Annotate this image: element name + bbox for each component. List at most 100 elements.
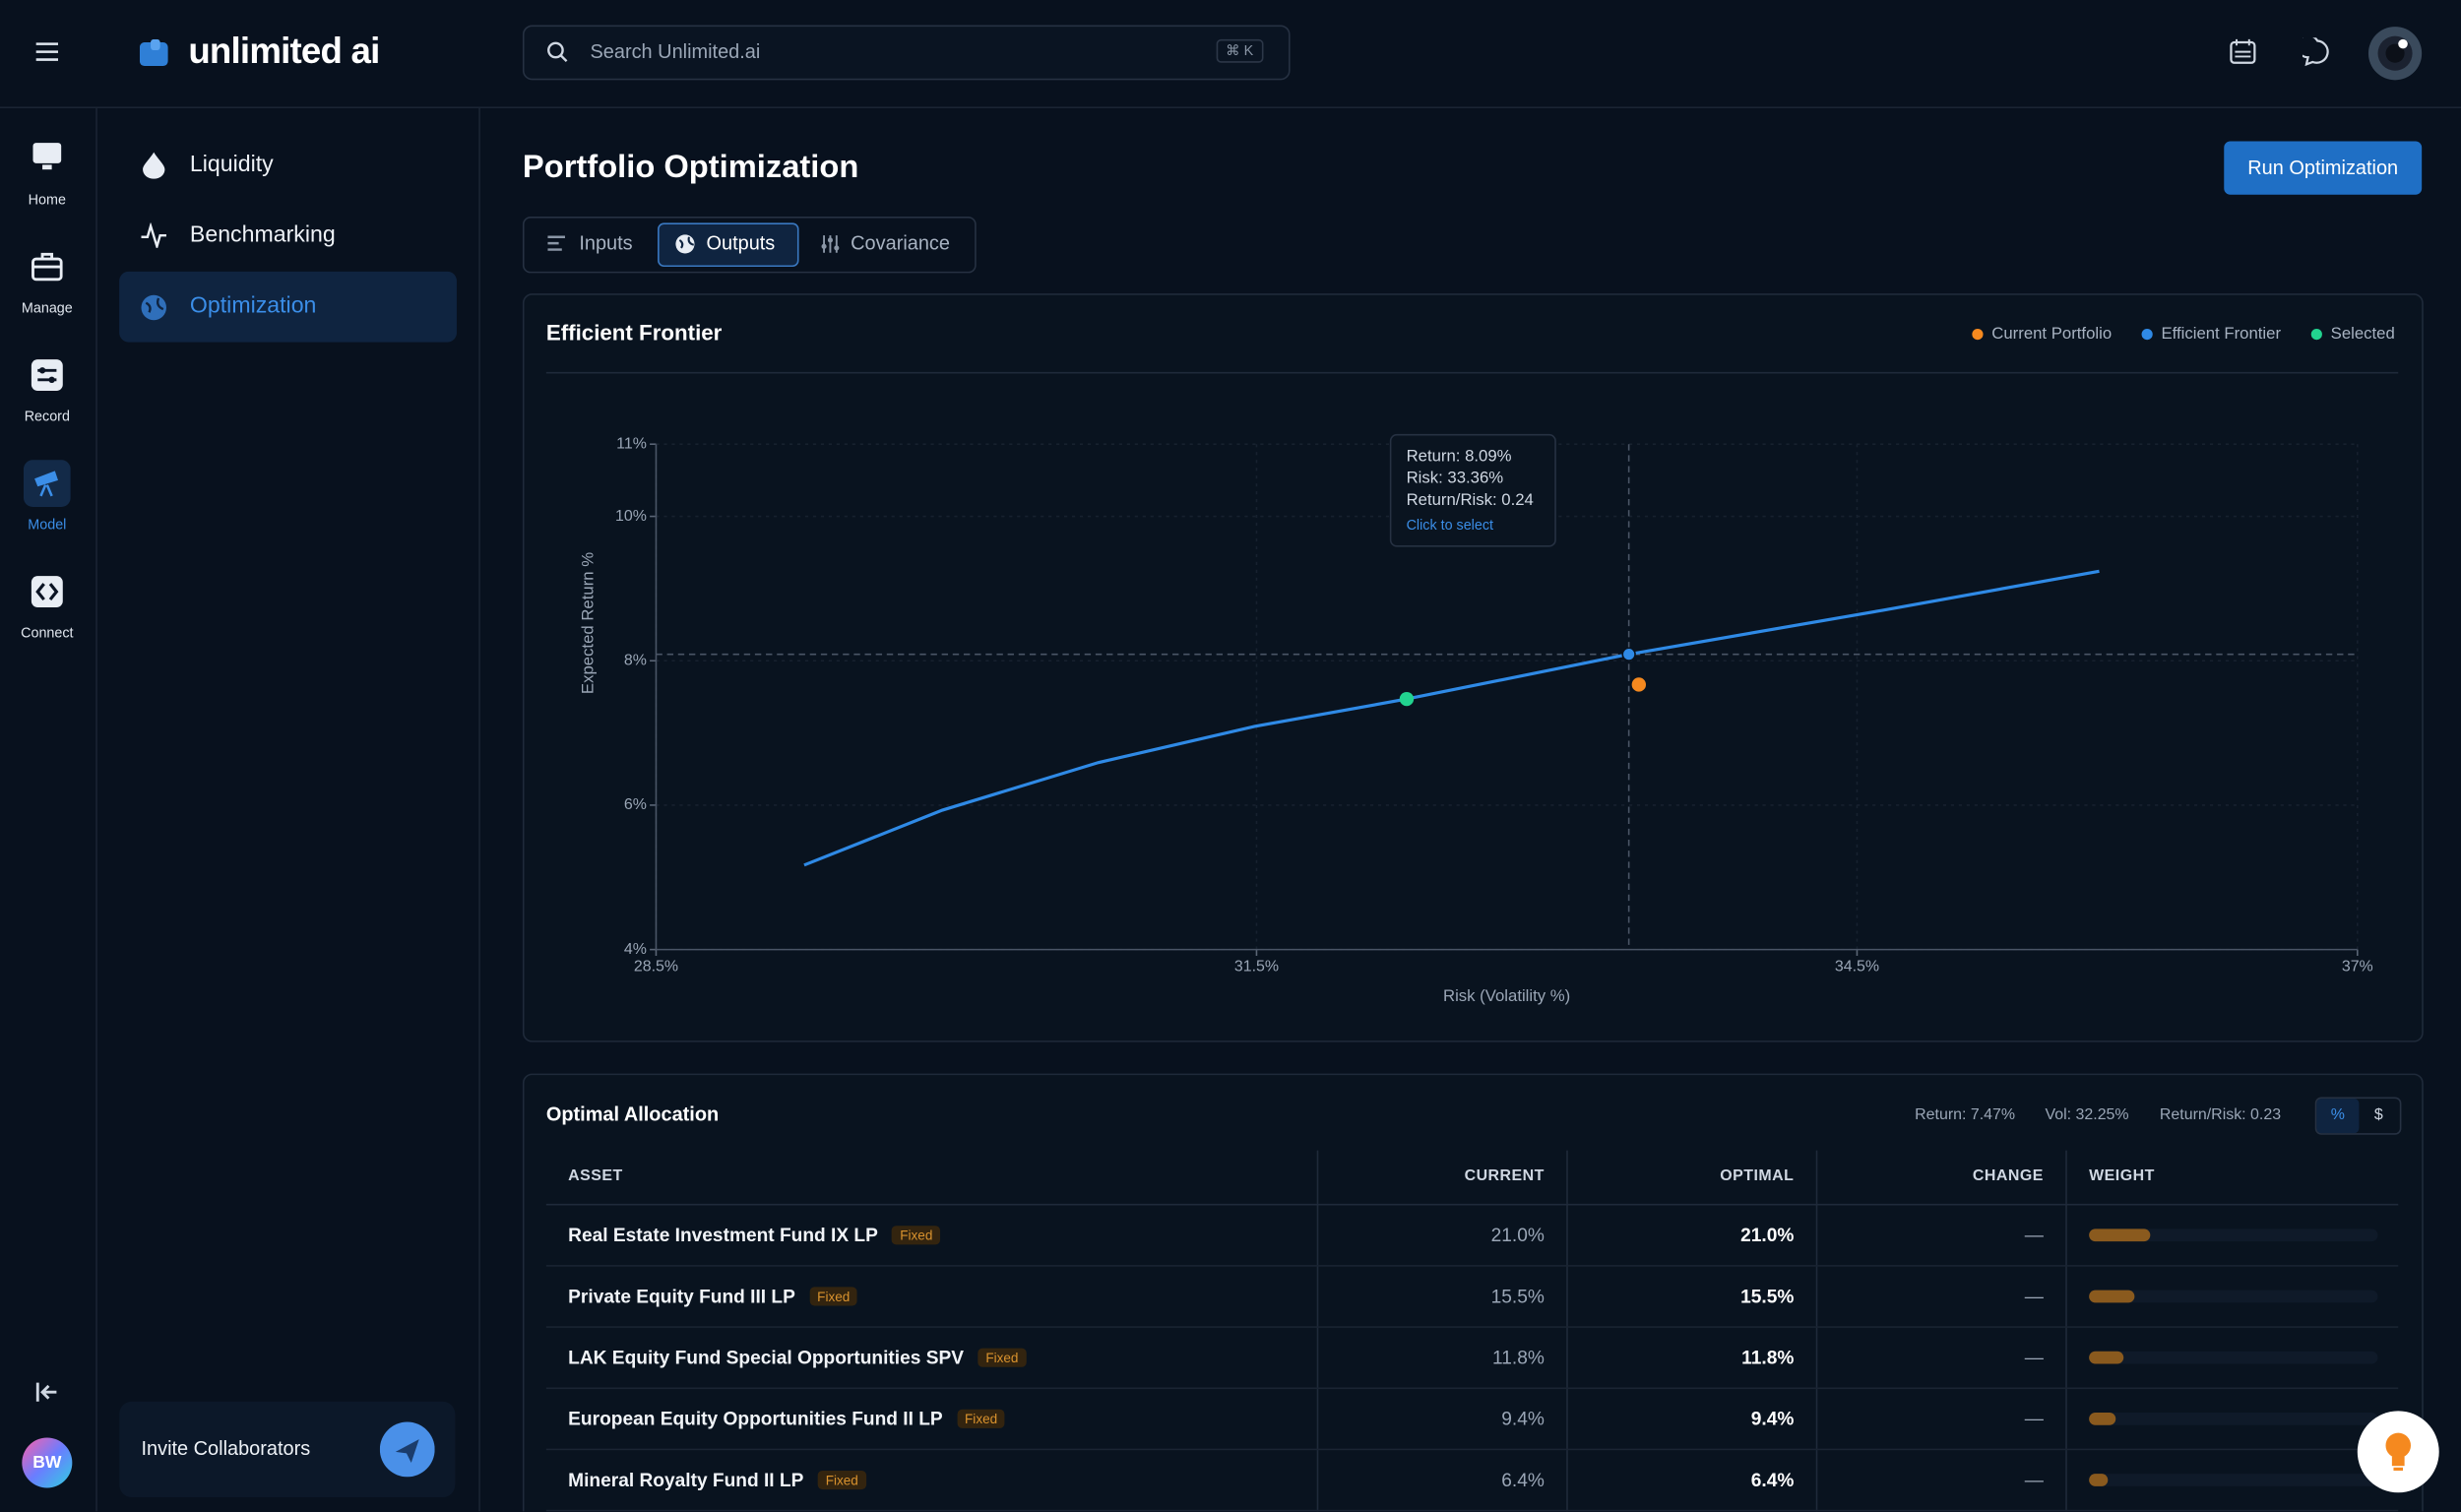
y-tick-label: 8% (624, 652, 647, 668)
weight-track (2089, 1412, 2378, 1425)
tooltip-hint: Click to select (1407, 518, 1493, 534)
search-box[interactable] (522, 25, 1291, 81)
asset-name: European Equity Opportunities Fund II LP (568, 1408, 943, 1430)
inputs-icon[interactable] (546, 234, 567, 253)
connect-icon[interactable] (30, 575, 64, 609)
change-value: — (2024, 1408, 2044, 1430)
menu-icon[interactable] (34, 40, 60, 62)
legend-label: Current Portfolio (1991, 324, 2112, 343)
frontier-line (803, 569, 2100, 867)
tooltip-line: Risk: 33.36% (1407, 469, 1504, 487)
nav-item[interactable]: Benchmarking (189, 222, 336, 248)
rail-label[interactable]: Record (24, 408, 70, 424)
asset-name: Mineral Royalty Fund II LP (568, 1469, 804, 1491)
current-value: 9.4% (1501, 1408, 1545, 1430)
allocation-table: ASSET CURRENT OPTIMAL CHANGE WEIGHT Real Esta… (545, 1150, 2399, 1512)
record-icon[interactable] (30, 358, 64, 393)
manage-icon[interactable] (32, 251, 63, 283)
logo[interactable]: unlimited ai (188, 30, 380, 71)
unit-active[interactable] (2316, 1099, 2360, 1134)
tab[interactable]: Covariance (851, 231, 950, 255)
invite-label[interactable]: Invite Collaborators (141, 1437, 311, 1460)
collapse-icon[interactable] (34, 1381, 60, 1403)
nav-active-bg[interactable] (119, 271, 457, 343)
unit-option[interactable]: $ (2373, 1106, 2383, 1124)
outputs-icon[interactable] (675, 234, 696, 255)
chat-icon[interactable] (2302, 37, 2332, 67)
rail-label[interactable]: Model (28, 516, 67, 533)
side-nav (95, 106, 480, 1512)
tooltip-line: Return/Risk: 0.24 (1407, 490, 1534, 509)
fixed-tag: Fixed (817, 1470, 866, 1490)
hover-point (1621, 647, 1636, 662)
current-value: 6.4% (1501, 1469, 1545, 1491)
tabs (522, 217, 977, 274)
column-header: OPTIMAL (1720, 1167, 1795, 1185)
optimal-value: 15.5% (1740, 1285, 1795, 1308)
chart-card (522, 293, 2424, 1042)
legend-label: Efficient Frontier (2161, 324, 2281, 343)
liquidity-icon[interactable] (141, 151, 166, 179)
y-tick-label: 6% (624, 796, 647, 813)
tab[interactable]: Outputs (706, 231, 776, 255)
benchmarking-icon[interactable] (140, 222, 168, 248)
chart: Efficient Frontier Risk (Volatility %) E… (546, 320, 2395, 1005)
row-rule (545, 1448, 2399, 1451)
header-rule (545, 1203, 2399, 1206)
optimal-value: 11.8% (1741, 1346, 1795, 1369)
weight-track (2089, 1290, 2378, 1303)
weight-bar (2089, 1412, 2116, 1425)
change-value: — (2024, 1346, 2044, 1369)
column-header: CURRENT (1464, 1167, 1545, 1185)
y-tick-label: 11% (616, 435, 647, 452)
rail (0, 106, 97, 1512)
model-icon[interactable] (23, 460, 71, 507)
optimal-value: 9.4% (1750, 1408, 1795, 1430)
x-axis-label: Risk (Volatility %) (1443, 986, 1570, 1005)
change-value: — (2024, 1469, 2044, 1491)
column-separator (1316, 1150, 1319, 1512)
fixed-tag: Fixed (809, 1287, 858, 1306)
unit-toggle (2314, 1097, 2402, 1135)
run-button-label[interactable]: Run Optimization (2247, 157, 2399, 179)
legend-dot (2141, 329, 2153, 341)
tab[interactable]: Inputs (579, 231, 633, 255)
home-icon[interactable] (32, 141, 63, 172)
current-value: 15.5% (1490, 1285, 1545, 1308)
rail-label[interactable]: Home (28, 191, 66, 208)
change-value: — (2024, 1285, 2044, 1308)
nav-item[interactable]: Optimization (189, 293, 317, 319)
covariance-icon[interactable] (819, 234, 840, 255)
weight-bar (2089, 1290, 2134, 1303)
column-separator (2065, 1150, 2067, 1512)
rail-label[interactable]: Connect (21, 624, 74, 641)
profile-avatar[interactable] (2366, 26, 2423, 82)
column-header: WEIGHT (2089, 1167, 2155, 1185)
fixed-tag: Fixed (957, 1409, 1006, 1428)
nav-item[interactable]: Liquidity (189, 152, 274, 178)
optimization-icon[interactable] (140, 293, 168, 322)
weight-bar (2089, 1351, 2123, 1364)
x-tick-label: 34.5% (1835, 958, 1879, 975)
y-tick-label: 10% (615, 508, 647, 525)
asset-name: Private Equity Fund III LP (568, 1285, 795, 1308)
legend-dot (2310, 329, 2322, 341)
invite-button[interactable] (379, 1421, 435, 1478)
weight-track (2089, 1351, 2378, 1364)
point (1399, 691, 1415, 707)
column-header: CHANGE (1972, 1167, 2044, 1185)
asset-name: LAK Equity Fund Special Opportunities SP… (568, 1346, 965, 1369)
run-button[interactable] (2224, 141, 2423, 195)
y-axis-label: Expected Return % (578, 552, 597, 694)
help-button[interactable] (2356, 1410, 2440, 1494)
rail-label[interactable]: Manage (21, 299, 73, 316)
optimal-value: 6.4% (1750, 1469, 1795, 1491)
calendar-icon[interactable] (2229, 37, 2257, 66)
point (1631, 677, 1646, 692)
column-separator (1566, 1150, 1568, 1512)
avatar-initials: BW (32, 1453, 62, 1473)
unit-option[interactable]: % (2330, 1106, 2345, 1124)
user-avatar[interactable] (22, 1437, 73, 1488)
